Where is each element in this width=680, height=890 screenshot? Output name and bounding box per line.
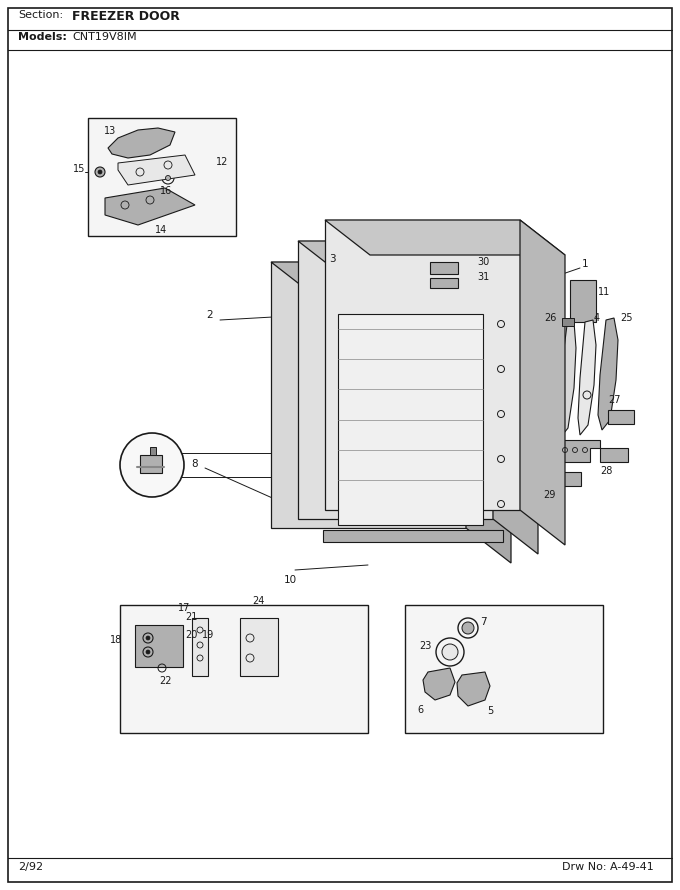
Polygon shape bbox=[118, 155, 195, 185]
Bar bbox=[405, 605, 603, 733]
Text: 18: 18 bbox=[109, 635, 122, 645]
Text: 11: 11 bbox=[598, 287, 610, 297]
Text: 1: 1 bbox=[582, 259, 589, 269]
Text: 9: 9 bbox=[125, 458, 132, 468]
Text: 2: 2 bbox=[206, 310, 213, 320]
Bar bbox=[543, 472, 581, 486]
Bar bbox=[88, 118, 236, 236]
Bar bbox=[600, 448, 628, 462]
Bar bbox=[430, 262, 458, 274]
Circle shape bbox=[146, 650, 150, 654]
Circle shape bbox=[165, 175, 171, 181]
Text: 13: 13 bbox=[104, 126, 116, 136]
Text: 5: 5 bbox=[487, 706, 493, 716]
Bar bbox=[140, 455, 162, 473]
Circle shape bbox=[146, 636, 150, 640]
Text: Drw No: A-49-41: Drw No: A-49-41 bbox=[562, 862, 654, 872]
Text: 3: 3 bbox=[329, 254, 336, 264]
Text: 12: 12 bbox=[216, 157, 228, 167]
Text: 19: 19 bbox=[202, 630, 214, 640]
Text: 31: 31 bbox=[477, 272, 489, 282]
Circle shape bbox=[98, 170, 102, 174]
Bar bbox=[562, 318, 574, 326]
Circle shape bbox=[120, 433, 184, 497]
Circle shape bbox=[462, 622, 474, 634]
Text: 24: 24 bbox=[252, 596, 265, 606]
Polygon shape bbox=[598, 318, 618, 430]
Text: 6: 6 bbox=[417, 705, 423, 715]
Polygon shape bbox=[558, 322, 576, 438]
Text: 22: 22 bbox=[158, 676, 171, 686]
Text: 30: 30 bbox=[477, 257, 489, 267]
Text: 25: 25 bbox=[620, 313, 632, 323]
Bar bbox=[120, 605, 368, 733]
Text: 7: 7 bbox=[480, 617, 487, 627]
Polygon shape bbox=[457, 672, 490, 706]
Text: 20: 20 bbox=[185, 630, 197, 640]
Polygon shape bbox=[578, 320, 596, 435]
Text: Section:: Section: bbox=[18, 10, 63, 20]
Polygon shape bbox=[325, 220, 565, 255]
Text: 14: 14 bbox=[155, 225, 167, 235]
Bar bbox=[271, 262, 466, 528]
Polygon shape bbox=[423, 668, 455, 700]
Text: 23: 23 bbox=[420, 641, 432, 651]
Bar bbox=[150, 447, 156, 455]
Circle shape bbox=[95, 167, 105, 177]
Polygon shape bbox=[466, 262, 511, 563]
Bar bbox=[570, 280, 596, 322]
Text: 28: 28 bbox=[600, 466, 613, 476]
Text: 21: 21 bbox=[185, 612, 197, 622]
Bar bbox=[240, 618, 278, 676]
Text: 2/92: 2/92 bbox=[18, 862, 43, 872]
Text: 26: 26 bbox=[545, 313, 557, 323]
Polygon shape bbox=[271, 262, 511, 297]
Text: 4: 4 bbox=[594, 313, 600, 323]
Bar bbox=[135, 625, 183, 667]
Bar bbox=[325, 220, 520, 510]
Polygon shape bbox=[108, 128, 175, 158]
Bar bbox=[323, 530, 503, 542]
Bar bbox=[608, 410, 634, 424]
Text: 17: 17 bbox=[178, 603, 190, 613]
Text: 29: 29 bbox=[543, 490, 556, 500]
Text: 27: 27 bbox=[608, 395, 620, 405]
Polygon shape bbox=[493, 241, 538, 554]
Bar bbox=[338, 314, 483, 525]
Bar bbox=[298, 241, 493, 519]
Polygon shape bbox=[558, 440, 600, 462]
Bar bbox=[430, 278, 458, 288]
Polygon shape bbox=[520, 220, 565, 545]
Bar bbox=[192, 618, 208, 676]
Text: 10: 10 bbox=[284, 575, 296, 585]
Text: FREEZER DOOR: FREEZER DOOR bbox=[72, 10, 180, 23]
Text: 16: 16 bbox=[160, 186, 172, 196]
Polygon shape bbox=[105, 188, 195, 225]
Text: 8: 8 bbox=[191, 459, 198, 469]
Text: 15: 15 bbox=[73, 164, 86, 174]
Polygon shape bbox=[298, 241, 538, 276]
Text: Models:: Models: bbox=[18, 32, 67, 42]
Circle shape bbox=[442, 644, 458, 660]
Text: CNT19V8IM: CNT19V8IM bbox=[72, 32, 137, 42]
